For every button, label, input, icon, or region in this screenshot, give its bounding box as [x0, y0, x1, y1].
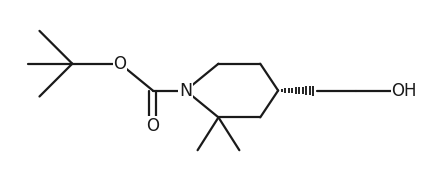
Text: O: O — [113, 55, 127, 73]
Text: N: N — [179, 81, 192, 100]
Text: O: O — [146, 117, 159, 135]
Text: OH: OH — [391, 81, 417, 100]
